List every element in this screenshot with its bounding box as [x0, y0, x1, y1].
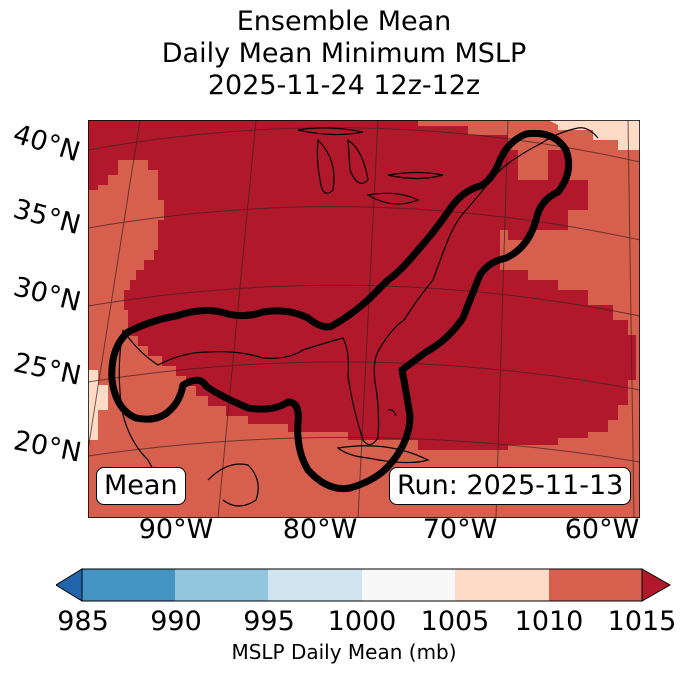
lon-label-60w: 60°W [564, 514, 640, 545]
colorbar-tick-1010: 1010 [514, 606, 584, 637]
colorbar-bin-985 [82, 569, 175, 601]
field-1005-ne [548, 120, 640, 150]
colorbar [56, 568, 672, 602]
colorbar-bin-1005 [455, 569, 549, 601]
colorbar-tick-1000: 1000 [327, 606, 397, 637]
lat-label-30: 30°N [10, 271, 84, 319]
mean-label-box: Mean [96, 467, 186, 505]
colorbar-tick-990: 990 [150, 606, 202, 637]
lon-label-70w: 70°W [422, 514, 498, 545]
colorbar-tick-1005: 1005 [420, 606, 490, 637]
lat-label-40: 40°N [9, 118, 84, 169]
colorbar-bin-990 [175, 569, 268, 601]
lat-label-20: 20°N [11, 425, 84, 469]
title-line-2: Daily Mean Minimum MSLP [161, 38, 527, 69]
lon-label-80w: 80°W [282, 514, 358, 545]
title-line-3: 2025-11-24 12z-12z [207, 70, 481, 101]
run-label-box: Run: 2025-11-13 [389, 467, 632, 505]
colorbar-tick-995: 995 [243, 606, 295, 637]
graticule [88, 120, 640, 518]
colorbar-extend-high [641, 568, 672, 602]
colorbar-bin-1010 [549, 569, 642, 601]
colorbar-bin-995 [268, 569, 362, 601]
lat-label-25: 25°N [10, 347, 84, 392]
colorbar-tick-985: 985 [57, 606, 109, 637]
contour-1015 [108, 129, 573, 493]
mslp-map [88, 120, 640, 518]
colorbar-bin-1000 [362, 569, 455, 601]
title-line-1: Ensemble Mean [236, 6, 452, 37]
field-1005-sw [88, 370, 108, 440]
lon-label-90w: 90°W [138, 514, 214, 545]
colorbar-label: MSLP Daily Mean (mb) [231, 640, 457, 664]
lat-label-35: 35°N [9, 193, 84, 242]
colorbar-tick-1015: 1015 [607, 606, 677, 637]
colorbar-extend-low [56, 568, 83, 602]
